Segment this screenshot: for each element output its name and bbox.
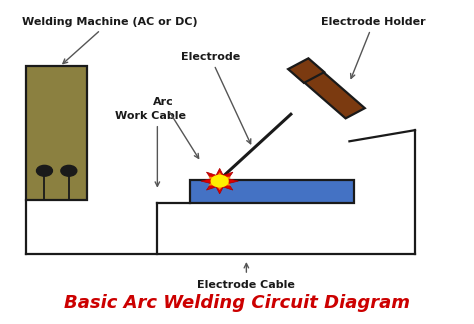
Text: Welding Machine (AC or DC): Welding Machine (AC or DC)	[21, 17, 197, 64]
Bar	[190, 179, 354, 203]
Text: Basic Arc Welding Circuit Diagram: Basic Arc Welding Circuit Diagram	[64, 294, 410, 312]
Text: Work Cable: Work Cable	[115, 111, 186, 121]
Circle shape	[61, 165, 77, 176]
Polygon shape	[208, 172, 231, 190]
Bar	[26, 66, 87, 200]
Text: Electrode Cable: Electrode Cable	[198, 280, 295, 290]
Bar	[297, 65, 365, 118]
Circle shape	[36, 165, 53, 176]
Bar	[288, 58, 324, 83]
Text: Electrode: Electrode	[181, 52, 251, 144]
Polygon shape	[201, 168, 238, 194]
Text: Arc: Arc	[153, 97, 199, 158]
Text: Electrode Holder: Electrode Holder	[321, 17, 426, 78]
Circle shape	[211, 175, 228, 187]
